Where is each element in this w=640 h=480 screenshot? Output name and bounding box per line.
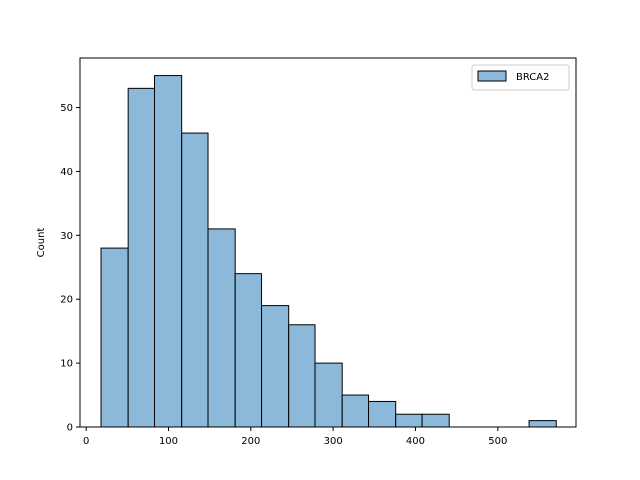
y-axis-ticks: 0 10 20 30 40 50 bbox=[60, 103, 80, 434]
histogram-bar bbox=[154, 75, 183, 428]
bars-group bbox=[100, 75, 557, 428]
y-axis-label: Count bbox=[36, 228, 47, 258]
histogram-bar bbox=[181, 132, 209, 428]
y-tick-label: 10 bbox=[60, 359, 73, 370]
x-tick-label: 300 bbox=[324, 436, 343, 447]
x-tick-label: 500 bbox=[488, 436, 507, 447]
plot-area-frame bbox=[79, 57, 577, 428]
y-tick-label: 30 bbox=[60, 231, 73, 242]
x-axis-ticks: 0 100 200 300 400 500 bbox=[83, 427, 507, 447]
histogram-bar bbox=[234, 273, 263, 428]
legend-label: BRCA2 bbox=[516, 72, 550, 83]
histogram-bar bbox=[207, 228, 236, 428]
y-tick-label: 40 bbox=[60, 167, 73, 178]
histogram-bar bbox=[288, 324, 316, 428]
histogram-bar bbox=[314, 362, 343, 428]
legend: BRCA2 bbox=[471, 64, 570, 91]
histogram-bar bbox=[127, 87, 156, 428]
histogram-bar bbox=[395, 413, 423, 428]
x-tick-label: 0 bbox=[83, 436, 89, 447]
x-tick-label: 400 bbox=[406, 436, 425, 447]
y-tick-label: 20 bbox=[60, 295, 73, 306]
x-tick-label: 200 bbox=[241, 436, 260, 447]
histogram-bar bbox=[341, 394, 370, 428]
histogram-bar bbox=[261, 305, 290, 428]
x-tick-label: 100 bbox=[159, 436, 178, 447]
histogram-bar bbox=[368, 400, 397, 428]
histogram-bar bbox=[100, 247, 129, 428]
histogram-bar bbox=[528, 420, 557, 428]
y-tick-label: 0 bbox=[67, 423, 73, 434]
histogram-bar bbox=[421, 413, 450, 428]
y-tick-label: 50 bbox=[60, 103, 73, 114]
legend-swatch bbox=[477, 70, 507, 82]
